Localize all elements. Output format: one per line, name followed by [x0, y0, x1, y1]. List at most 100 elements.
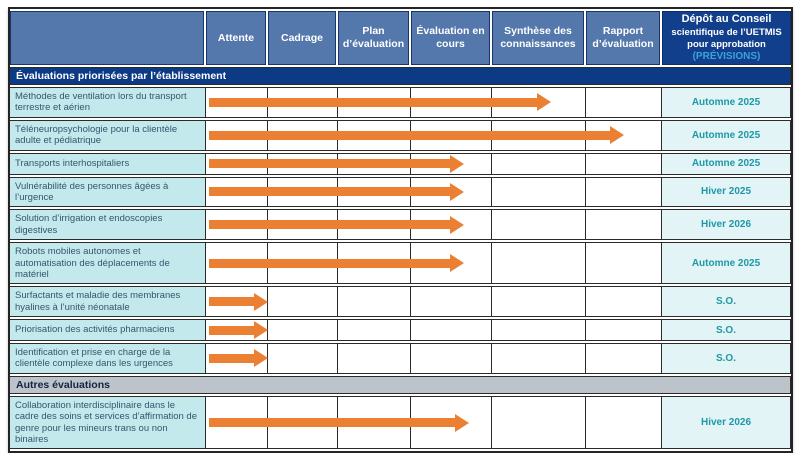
stage-cell — [338, 242, 411, 285]
stage-cell — [206, 286, 268, 318]
stage-cell — [338, 319, 411, 342]
progress-arrow — [209, 292, 268, 311]
stage-cell — [492, 319, 586, 342]
stage-cell — [586, 242, 662, 285]
stage-cell — [206, 87, 551, 118]
project-label: Méthodes de ventilation lors du transpor… — [10, 87, 206, 118]
progress-arrow-head — [254, 349, 268, 368]
stage-header-label: Attente — [206, 11, 266, 65]
stage-header-label: Cadrage — [268, 11, 336, 65]
forecast-cell: Hiver 2026 — [662, 395, 791, 450]
stage-cell — [492, 395, 586, 450]
stage-cell — [586, 319, 662, 342]
stage-header-label: Synthèse des connaissances — [492, 11, 584, 65]
project-row: Solution d’irrigation et endoscopies dig… — [10, 209, 791, 241]
project-row: Identification et prise en charge de la … — [10, 343, 791, 374]
project-label: Vulnérabilité des personnes âgées à l’ur… — [10, 176, 206, 208]
stage-cell — [268, 343, 338, 374]
stage-cell — [338, 209, 411, 241]
forecast-cell: Automne 2025 — [662, 87, 791, 118]
deposit-header-cell: Dépôt au Conseil scientifique de l’UETMI… — [662, 11, 791, 65]
project-label: Robots mobiles autonomes et automatisati… — [10, 242, 206, 285]
project-row: Vulnérabilité des personnes âgées à l’ur… — [10, 176, 791, 208]
stage-cell — [411, 343, 492, 374]
stage-cell — [586, 152, 662, 175]
section-band-row: Évaluations priorisées par l’établisseme… — [10, 67, 791, 85]
stage-cell — [492, 286, 586, 318]
project-label: Transports interhospitaliers — [10, 152, 206, 175]
stage-cell — [268, 242, 338, 285]
project-label: Téléneuropsychologie pour la clientèle a… — [10, 119, 206, 151]
stage-cell — [268, 209, 338, 241]
table-body: Évaluations priorisées par l’établisseme… — [10, 67, 791, 450]
stage-cell — [338, 395, 411, 450]
project-label: Identification et prise en charge de la … — [10, 343, 206, 374]
forecast-cell: S.O. — [662, 319, 791, 342]
stage-cell — [268, 87, 338, 118]
forecast-cell: Automne 2025 — [662, 242, 791, 285]
stage-cell — [411, 176, 492, 208]
forecast-cell: Automne 2025 — [662, 152, 791, 175]
stage-header-rapport-evaluation: Rapport d’évaluation — [586, 11, 662, 65]
stage-cell — [492, 87, 586, 118]
project-label: Priorisation des activités pharmaciens — [10, 319, 206, 342]
stage-cell — [268, 286, 338, 318]
project-row: Téléneuropsychologie pour la clientèle a… — [10, 119, 791, 151]
stage-cell — [586, 286, 662, 318]
stage-cell — [206, 176, 464, 208]
forecast-cell: S.O. — [662, 286, 791, 318]
stage-cell — [411, 242, 492, 285]
stage-cell — [492, 176, 586, 208]
stage-header-cadrage: Cadrage — [268, 11, 338, 65]
stage-cell — [492, 152, 586, 175]
stage-cell — [411, 286, 492, 318]
header-row: Attente Cadrage Plan d’évaluation Évalua… — [10, 11, 791, 65]
project-row: Priorisation des activités pharmaciens S.… — [10, 319, 791, 342]
stage-cell — [206, 119, 624, 151]
progress-arrow-bar — [209, 297, 254, 307]
stage-cell — [338, 87, 411, 118]
corner-cell-box — [10, 11, 204, 65]
stage-header-label: Évaluation en cours — [411, 11, 490, 65]
progress-arrow-bar — [209, 325, 254, 335]
forecast-cell: Hiver 2025 — [662, 176, 791, 208]
stage-cell — [586, 209, 662, 241]
stage-cell — [586, 119, 662, 151]
stage-cell — [206, 152, 464, 175]
stage-cell — [586, 176, 662, 208]
project-label: Solution d’irrigation et endoscopies dig… — [10, 209, 206, 241]
stage-cell — [338, 152, 411, 175]
progress-arrow — [209, 321, 268, 340]
stage-cell — [586, 87, 662, 118]
stage-cell — [338, 119, 411, 151]
stage-cell — [268, 319, 338, 342]
stage-header-plan-evaluation: Plan d’évaluation — [338, 11, 411, 65]
stage-cell — [492, 119, 586, 151]
stage-cell — [338, 343, 411, 374]
stage-cell — [411, 152, 492, 175]
forecast-cell: S.O. — [662, 343, 791, 374]
project-label: Collaboration interdisciplinaire dans le… — [10, 395, 206, 450]
stage-cell — [206, 242, 464, 285]
section-band-row: Autres évaluations — [10, 375, 791, 394]
stage-cell — [492, 209, 586, 241]
project-row: Robots mobiles autonomes et automatisati… — [10, 242, 791, 285]
corner-header-cell — [10, 11, 206, 65]
stage-cell — [586, 395, 662, 450]
project-label: Surfactants et maladie des membranes hya… — [10, 286, 206, 318]
forecast-cell: Hiver 2026 — [662, 209, 791, 241]
stage-header-synthese-connaissances: Synthèse des connaissances — [492, 11, 586, 65]
progress-arrow-head — [254, 321, 268, 340]
forecast-cell: Automne 2025 — [662, 119, 791, 151]
stage-header-evaluation-en-cours: Évaluation en cours — [411, 11, 492, 65]
stage-cell — [492, 242, 586, 285]
project-row: Collaboration interdisciplinaire dans le… — [10, 395, 791, 450]
stage-cell — [586, 343, 662, 374]
stage-header-label: Rapport d’évaluation — [586, 11, 660, 65]
stage-cell — [411, 319, 492, 342]
stage-cell — [268, 395, 338, 450]
stage-cell — [206, 343, 268, 374]
stage-cell — [411, 87, 492, 118]
section-band-title: Évaluations priorisées par l’établisseme… — [10, 67, 791, 85]
deposit-title-rest: scientifique de l’UETMIS pour approbatio… — [671, 27, 782, 50]
